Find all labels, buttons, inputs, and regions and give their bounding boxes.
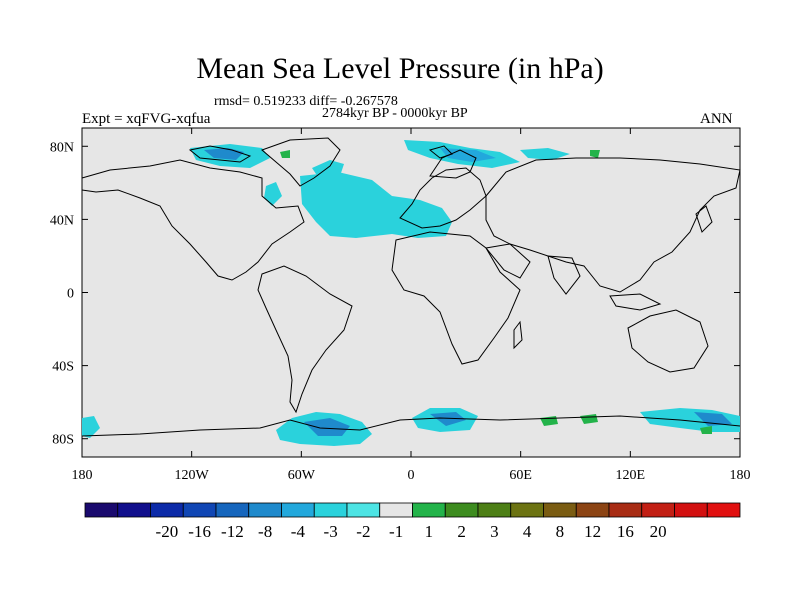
colorbar-swatch [248, 502, 282, 518]
colorbar-label: -4 [291, 522, 306, 541]
colorbar-swatch [477, 502, 512, 518]
colorbar-swatch [346, 502, 381, 518]
arctic-islands-coast [188, 145, 252, 163]
colorbar-label: 4 [523, 522, 532, 541]
colorbar-swatch [444, 502, 479, 518]
lat-label: 0 [67, 287, 74, 302]
latitude-axis: 80N 40N 0 40S 80S [50, 140, 740, 448]
colorbar-swatch [706, 502, 741, 518]
europe-coast [399, 167, 487, 229]
colorbar-label: -12 [221, 522, 244, 541]
lat-label: 40S [52, 360, 74, 375]
greenland-coast [261, 137, 341, 187]
africa-coast [391, 231, 521, 365]
arctic-positive-patch [280, 150, 290, 158]
japan-coast [695, 205, 713, 233]
lat-label: 40N [50, 213, 74, 228]
lat-label: 80N [50, 140, 74, 155]
north-america-coast [81, 159, 305, 281]
australia-coast [627, 309, 709, 373]
arctic-positive-patch [590, 150, 600, 158]
arabia-coast [485, 243, 531, 279]
colorbar-label: 12 [584, 522, 601, 541]
lat-label: 80S [52, 433, 74, 448]
barents-sea-core [440, 148, 496, 162]
lon-label: 120E [616, 468, 646, 483]
antarctica-coast [81, 415, 741, 437]
colorbar-swatch [674, 502, 708, 518]
india-coast [547, 255, 581, 295]
antarctic-east-core [430, 412, 466, 426]
colorbar-swatch [215, 502, 250, 518]
north-atlantic-negative [300, 172, 452, 238]
svalbard-coast [428, 145, 453, 159]
colorbar-swatch [281, 502, 315, 518]
colorbar-label: -20 [156, 522, 179, 541]
lon-label: 120W [175, 468, 210, 483]
lon-label: 60E [509, 468, 532, 483]
antarctic-weddell-core [304, 418, 350, 436]
colorbar-swatch [412, 502, 446, 518]
colorbar-label: 8 [556, 522, 565, 541]
colorbar-label: -3 [324, 522, 338, 541]
antarctic-west-negative [82, 416, 100, 438]
colorbar-swatch [313, 502, 348, 518]
colorbar-swatch [608, 502, 643, 518]
indonesia-coast [609, 293, 662, 311]
colorbar-label: 16 [617, 522, 634, 541]
coastlines [81, 137, 741, 437]
madagascar-coast [513, 320, 523, 350]
map-title: Mean Sea Level Pressure (in hPa) [196, 52, 604, 85]
greenland-sea-negative [312, 160, 344, 180]
colorbar-label: 2 [457, 522, 466, 541]
colorbar-label: -1 [389, 522, 403, 541]
colorbar-swatch [117, 502, 151, 518]
lon-label: 180 [730, 468, 751, 483]
anomaly-shading [82, 140, 740, 446]
colorbar-swatch [379, 502, 413, 518]
time-period: 2784kyr BP - 0000kyr BP [322, 106, 468, 121]
colorbar-swatch [575, 502, 610, 518]
colorbar-label: -8 [258, 522, 272, 541]
colorbar: -20 -16 -12 -8 -4 -3 -2 -1 1 2 3 4 8 12 16 20 [84, 502, 741, 541]
longitude-axis: 180 120W 60W 0 60E 120E 180 [72, 128, 751, 483]
colorbar-label: 1 [425, 522, 434, 541]
lon-label: 0 [408, 468, 415, 483]
lon-label: 180 [72, 468, 93, 483]
colorbar-swatch [150, 502, 184, 518]
scandinavia-coast [429, 149, 477, 179]
lon-label: 60W [288, 468, 316, 483]
season-label: ANN [700, 111, 733, 127]
colorbar-label: 3 [490, 522, 499, 541]
rmsd-diff-stats: rmsd= 0.519233 diff= -0.267578 [214, 94, 398, 109]
antarctic-positive-patch [700, 426, 712, 434]
colorbar-swatch [84, 502, 119, 518]
south-america-coast [257, 265, 353, 414]
asia-coast [485, 157, 741, 293]
hudson-negative [264, 182, 282, 206]
colorbar-label: -2 [356, 522, 370, 541]
colorbar-swatch [510, 502, 544, 518]
laptev-negative [520, 148, 570, 160]
colorbar-label: -16 [188, 522, 211, 541]
colorbar-swatch [543, 502, 577, 518]
antarctic-far-east-core [694, 412, 732, 426]
experiment-label: Expt = xqFVG-xqfua [82, 111, 211, 127]
colorbar-label: 20 [650, 522, 667, 541]
colorbar-swatch [641, 502, 675, 518]
colorbar-swatch [182, 502, 217, 518]
